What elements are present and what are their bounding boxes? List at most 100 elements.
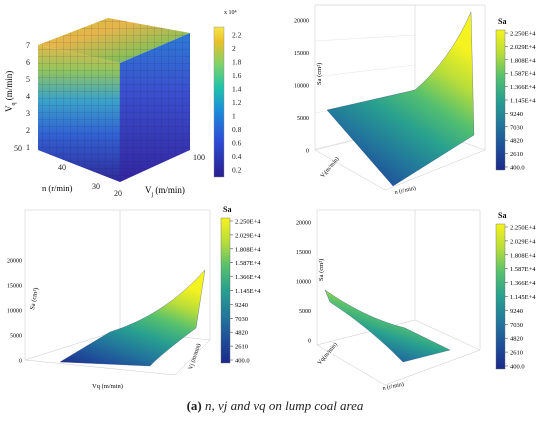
z-tick: 6 bbox=[26, 58, 30, 67]
z-tick-label: 5000 bbox=[10, 334, 22, 340]
z-tick-label: 20000 bbox=[7, 259, 22, 265]
axis-box-line bbox=[384, 349, 481, 386]
caption-letter: (a) bbox=[186, 398, 202, 413]
legend-tick-label: 400.0 bbox=[510, 364, 525, 371]
colorbar-tick: 0.8 bbox=[232, 125, 242, 134]
cube-top-grid bbox=[38, 18, 190, 63]
colorbar-tick: 1 bbox=[232, 112, 236, 121]
sa-chart-bottom-left: 20000 15000 10000 5000 0 Sa (cm²) Vq (m/min) Vj… bbox=[7, 205, 261, 390]
cube-side-grid bbox=[120, 33, 190, 182]
z-tick-label: 10000 bbox=[296, 280, 311, 286]
legend-tick-label: 1.145E+4 bbox=[235, 288, 261, 295]
legend-tick-label: 9240 bbox=[510, 111, 523, 118]
sa-chart-bottom-right: 20000 15000 10000 5000 0 Sa (cm²) n (r/min) Vq(… bbox=[296, 209, 536, 392]
z-tick-label: 0 bbox=[306, 149, 309, 155]
colorbar-tick: 0.4 bbox=[232, 152, 242, 161]
x-axis-label: Vq (m/min) bbox=[92, 383, 123, 390]
legend-tick-label: 9240 bbox=[510, 308, 523, 315]
grid-line bbox=[314, 64, 416, 78]
colorbar-tick: 1.4 bbox=[232, 85, 242, 94]
legend-tick-label: 2.250E+4 bbox=[235, 219, 261, 226]
z-axis-label: Sa (cm²) bbox=[29, 287, 40, 310]
legend-tick-label: 7030 bbox=[235, 316, 248, 323]
legend-tick-label: 2610 bbox=[510, 151, 523, 158]
x-axis-label: n (r/min) bbox=[382, 381, 404, 392]
legend-tick-label: 2610 bbox=[235, 344, 248, 351]
cube-colorbar-exponent: x 10⁴ bbox=[224, 10, 237, 16]
y-axis-label: Vⱼ(m/min) bbox=[319, 156, 340, 180]
axis-box-line bbox=[174, 339, 211, 376]
axis-box-line bbox=[24, 329, 121, 361]
cube-vj-axis-label: Vj (m/min) bbox=[145, 185, 185, 198]
figure-caption: (a) n, vj and vq on lump coal area bbox=[0, 398, 550, 414]
cube-n-axis-label: n (r/min) bbox=[42, 183, 73, 193]
z-tick: 5 bbox=[26, 75, 30, 84]
cube-front-grid bbox=[38, 45, 120, 182]
cube-colorbar-ticks: 2.2 2 1.8 1.6 1.4 1.2 1 0.8 0.6 0.4 0.2 bbox=[232, 31, 242, 175]
legend-tick-label: 4820 bbox=[510, 336, 523, 343]
legend-title: Sa bbox=[223, 205, 231, 214]
legend-tick-label: 400.0 bbox=[510, 165, 525, 172]
z-tick: 4 bbox=[26, 92, 30, 101]
cube-vj-ticks: 20 100 bbox=[114, 153, 205, 198]
cube-z-ticks: 7 6 5 4 3 2 1 bbox=[26, 41, 30, 152]
z-tick-label: 10000 bbox=[7, 309, 22, 315]
x-axis-label: n (r/min) bbox=[394, 185, 416, 196]
legend-tick-label: 4820 bbox=[235, 330, 248, 337]
z-tick-label: 15000 bbox=[7, 284, 22, 290]
legend-tick-label: 2.029E+4 bbox=[235, 232, 261, 239]
legend-title: Sa bbox=[498, 17, 506, 26]
vj-tick: 20 bbox=[114, 189, 122, 198]
legend-tick-label: 2.029E+4 bbox=[510, 238, 536, 245]
legend-tick-label: 2.250E+4 bbox=[510, 31, 536, 38]
z-tick-label: 15000 bbox=[296, 250, 311, 256]
legend-tick-label: 1.587E+4 bbox=[235, 260, 261, 267]
axis-box-line bbox=[24, 359, 176, 376]
colorbar-tick: 0.6 bbox=[232, 139, 242, 148]
z-tick: 2 bbox=[26, 126, 30, 135]
axis-box-line bbox=[314, 149, 386, 191]
z-tick-label: 20000 bbox=[296, 221, 311, 227]
axis-box-line bbox=[316, 319, 416, 346]
legend-tick-label: 1.366E+4 bbox=[235, 274, 261, 281]
legend-tick-label: 2.029E+4 bbox=[510, 44, 536, 51]
legend-bar bbox=[220, 217, 231, 364]
n-tick: 40 bbox=[58, 163, 66, 172]
z-tick-label: 10000 bbox=[294, 84, 309, 90]
legend-tick-label: 7030 bbox=[510, 124, 523, 131]
legend-bar bbox=[495, 29, 506, 171]
legend-tick-label: 2.250E+4 bbox=[510, 225, 536, 232]
axis-box-line bbox=[414, 319, 481, 351]
axis-box-line bbox=[316, 344, 386, 386]
axis-box-line bbox=[384, 149, 486, 191]
caption-text: n, vj and vq on lump coal area bbox=[201, 398, 364, 413]
grid-line bbox=[314, 34, 416, 42]
legend-tick-label: 1.808E+4 bbox=[235, 246, 261, 253]
colorbar-tick: 2.2 bbox=[232, 31, 242, 40]
cube-chart: 7 6 5 4 3 2 1 Vq (m/min) 50 40 30 n (r/m… bbox=[4, 10, 242, 198]
legend-tick-label: 1.808E+4 bbox=[510, 252, 536, 259]
n-tick: 50 bbox=[14, 144, 22, 153]
legend-tick-label: 1.587E+4 bbox=[510, 71, 536, 78]
legend-tick-label: 1.366E+4 bbox=[510, 84, 536, 91]
sa-surface bbox=[326, 11, 475, 187]
legend-tick-label: 1.587E+4 bbox=[510, 266, 536, 273]
y-axis-label: Vq(m/min) bbox=[316, 341, 339, 366]
z-tick-label: 20000 bbox=[294, 19, 309, 25]
legend-title: Sa bbox=[498, 211, 506, 220]
sa-chart-top-right: 20000 15000 10000 5000 0 Sa (cm²) n (r/min) Vⱼ(… bbox=[294, 4, 536, 196]
z-tick-label: 0 bbox=[308, 339, 311, 345]
z-tick-label: 5000 bbox=[297, 116, 309, 122]
z-tick-label: 15000 bbox=[294, 51, 309, 57]
legend-tick-label: 7030 bbox=[510, 322, 523, 329]
legend-tick-label: 1.145E+4 bbox=[510, 98, 536, 105]
colorbar-tick: 1.8 bbox=[232, 58, 242, 67]
colorbar-tick: 2 bbox=[232, 44, 236, 53]
legend-tick-label: 1.808E+4 bbox=[510, 57, 536, 64]
z-tick-label: 5000 bbox=[299, 309, 311, 315]
cube-z-axis-label: Vq (m/min) bbox=[4, 71, 17, 112]
axis-box bbox=[316, 209, 481, 386]
legend-tick-label: 400.0 bbox=[235, 358, 250, 365]
colorbar-tick: 1.6 bbox=[232, 71, 242, 80]
z-tick: 7 bbox=[26, 41, 30, 50]
